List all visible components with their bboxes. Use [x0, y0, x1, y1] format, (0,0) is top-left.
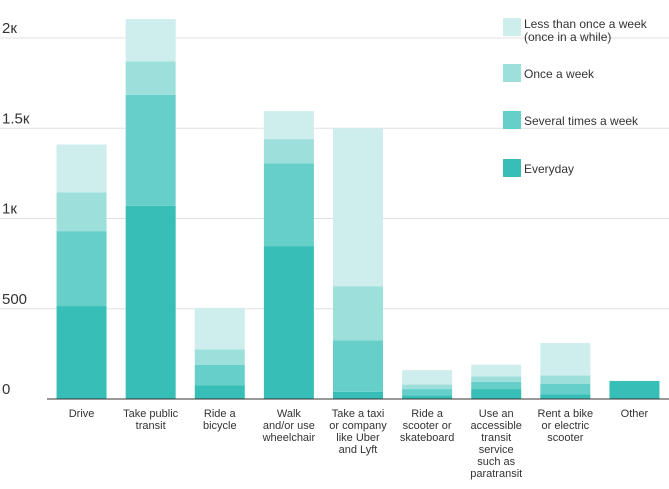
x-tick-label-line: Ride a [411, 408, 444, 420]
x-tick-label-line: accessible [471, 420, 522, 432]
bars [56, 19, 660, 399]
x-tick-label-line: or company [329, 420, 387, 432]
x-tick-label-line: Other [621, 408, 649, 420]
bar-segment [263, 246, 314, 399]
bar-segment [609, 380, 660, 399]
bar-segment [540, 383, 591, 395]
legend-swatch [503, 18, 521, 36]
x-tick-label-line: Drive [69, 408, 95, 420]
bar-segment [471, 364, 522, 377]
x-tick-label-line: bicycle [203, 420, 237, 432]
y-tick-label: 2к [2, 20, 17, 37]
bar-segment [56, 144, 107, 193]
x-tick-label-line: and/or use [263, 420, 315, 432]
y-tick-label: 500 [2, 291, 27, 308]
legend-swatch [503, 159, 521, 177]
bar-segment [125, 61, 176, 95]
legend: Less than once a week (once in a while) On… [503, 17, 648, 177]
bar-segment [540, 394, 591, 399]
x-tick-label: Walk and/or use wheelchair [262, 408, 316, 444]
x-tick-label: Take public transit [123, 408, 179, 432]
bar-segment [125, 19, 176, 62]
x-tick-label: Ride a scooter or skateboard [400, 408, 454, 444]
legend-label: Several times a week [524, 114, 639, 128]
x-tick-label-line: Take a taxi [332, 408, 385, 420]
legend-label: Less than once a week (once in a while) [524, 17, 648, 44]
bar-segment [540, 375, 591, 384]
bar-segment [402, 389, 453, 396]
x-tick-label: Use an accessible transit service such as par… [470, 408, 522, 480]
bar-segment [194, 364, 245, 386]
bar-segment [402, 384, 453, 390]
legend-label: Everyday [524, 162, 574, 176]
x-tick-label-line: wheelchair [262, 432, 316, 444]
y-axis-ticks: 0 500 1к 1.5к 2к [2, 20, 30, 398]
x-tick-label-line: Rent a bike [538, 408, 594, 420]
bar-segment [194, 385, 245, 399]
bar-segment [402, 395, 453, 399]
y-tick-label: 1.5к [2, 110, 30, 127]
x-tick-label-line: transit [481, 432, 511, 444]
x-tick-label: Drive [69, 408, 95, 420]
y-tick-label: 1к [2, 201, 17, 218]
bar-segment [402, 370, 453, 385]
x-tick-label-line: skateboard [400, 432, 454, 444]
bar-segment [471, 389, 522, 399]
legend-label-line: (once in a while) [524, 30, 611, 44]
bar-segment [125, 205, 176, 399]
bar-segment [263, 163, 314, 247]
bar-segment [56, 231, 107, 307]
bar-segment [540, 343, 591, 376]
y-tick-label: 0 [2, 381, 10, 398]
x-tick-label-line: paratransit [470, 468, 522, 480]
bar-segment [333, 128, 383, 287]
legend-label-line: Several times a week [524, 114, 639, 128]
legend-label-line: Once a week [524, 67, 595, 81]
bar-segment [471, 376, 522, 382]
bar-segment [263, 139, 314, 164]
legend-label: Once a week [524, 67, 595, 81]
x-tick-label-line: service [479, 444, 514, 456]
x-tick-label-line: Use an [479, 408, 514, 420]
bar-segment [333, 391, 383, 399]
x-tick-label-line: Ride a [204, 408, 237, 420]
bar-segment [471, 381, 522, 390]
x-tick-label: Other [621, 408, 649, 420]
bar-segment [125, 94, 176, 206]
x-tick-label-line: and Lyft [339, 444, 378, 456]
bar-segment [263, 111, 314, 140]
bar-segment [333, 340, 383, 392]
x-tick-label-line: scooter or [403, 420, 452, 432]
bar-segment [56, 192, 107, 232]
bar-segment [194, 349, 245, 365]
x-tick-label-line: scooter [547, 432, 583, 444]
x-tick-label-line: Take public [123, 408, 179, 420]
x-tick-label-line: transit [136, 420, 166, 432]
x-tick-label: Ride a bicycle [203, 408, 237, 432]
legend-swatch [503, 111, 521, 129]
legend-swatch [503, 64, 521, 82]
legend-label-line: Less than once a week [524, 17, 648, 31]
bar-segment [333, 286, 383, 341]
x-tick-label: Rent a bike or electric scooter [538, 408, 594, 444]
bar-segment [56, 306, 107, 399]
x-tick-label-line: such as [477, 456, 515, 468]
x-tick-label-line: like Uber [336, 432, 380, 444]
bar-segment [194, 307, 245, 350]
x-tick-label-line: or electric [541, 420, 589, 432]
x-tick-label-line: Walk [277, 408, 302, 420]
legend-label-line: Everyday [524, 162, 574, 176]
x-tick-label: Take a taxi or company like Uber and Lyft [329, 408, 387, 456]
